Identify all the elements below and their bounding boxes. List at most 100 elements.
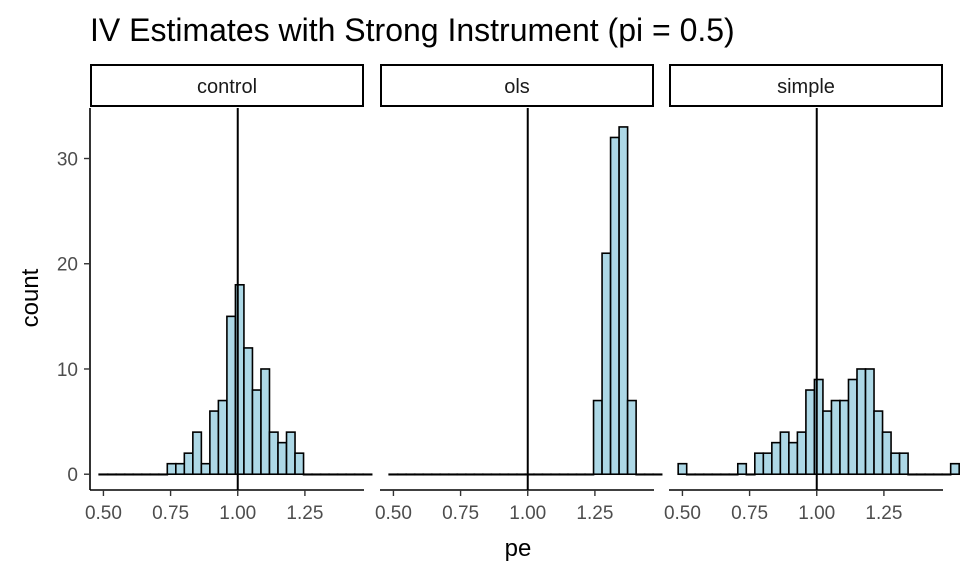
histogram-bar bbox=[482, 473, 493, 476]
histogram-bar bbox=[592, 399, 603, 476]
x-tick-label: 0.75 bbox=[152, 503, 189, 524]
histogram-bar bbox=[864, 368, 875, 476]
histogram-bar bbox=[388, 473, 399, 476]
histogram-bar bbox=[643, 473, 654, 476]
histogram-bar bbox=[601, 252, 612, 476]
histogram-bar bbox=[166, 462, 177, 476]
facet-panel-ols: ols 0.50 0.75 1.00 1.25 bbox=[375, 64, 663, 524]
histogram-bar bbox=[217, 399, 228, 476]
histogram-bar bbox=[881, 431, 892, 476]
x-tick-label: 1.00 bbox=[798, 503, 835, 524]
histogram-bar bbox=[447, 473, 459, 476]
histogram-bar bbox=[456, 473, 467, 476]
x-tick-label: 0.50 bbox=[85, 503, 122, 524]
histogram-bar bbox=[719, 473, 731, 476]
histogram-bar bbox=[157, 473, 169, 476]
y-tick-label: 30 bbox=[57, 150, 78, 171]
histogram-bar bbox=[839, 399, 850, 476]
histogram-bar bbox=[285, 431, 296, 476]
histogram-bar bbox=[499, 473, 510, 476]
histogram-bar bbox=[465, 473, 476, 476]
histogram-bar bbox=[132, 473, 143, 476]
facet-strip bbox=[380, 64, 654, 107]
histogram-bar bbox=[507, 473, 518, 476]
histogram-bar bbox=[830, 399, 841, 476]
histogram-bar bbox=[609, 136, 620, 476]
histogram-bar bbox=[277, 441, 288, 476]
histogram-bar bbox=[813, 378, 824, 476]
facet-panel-simple: simple 0.50 0.75 1.00 1.25 bbox=[664, 64, 960, 524]
histogram-bar bbox=[234, 283, 245, 476]
histogram-bar bbox=[422, 473, 433, 476]
x-tick-label: 1.00 bbox=[219, 503, 256, 524]
histogram-bar bbox=[175, 462, 186, 476]
histogram-bar bbox=[932, 473, 943, 476]
x-axis-title: pe bbox=[505, 535, 532, 562]
chart-title: IV Estimates with Strong Instrument (pi … bbox=[90, 12, 735, 48]
histogram-bar bbox=[328, 473, 339, 476]
x-tick-label: 0.75 bbox=[731, 503, 768, 524]
histogram-bar bbox=[439, 473, 450, 476]
x-tick-label: 1.25 bbox=[286, 503, 323, 524]
histogram-bar bbox=[805, 389, 816, 476]
histogram-bar bbox=[822, 410, 833, 476]
histogram-bar bbox=[268, 431, 279, 476]
histogram-bar bbox=[209, 410, 220, 476]
histogram-bar bbox=[754, 452, 765, 476]
histogram-bar bbox=[336, 473, 347, 476]
histogram-bar bbox=[200, 462, 211, 476]
x-tick-label: 1.25 bbox=[865, 503, 902, 524]
histogram-bar bbox=[319, 473, 330, 476]
histogram-bar bbox=[873, 410, 884, 476]
histogram-bar bbox=[541, 473, 552, 476]
histogram-bar bbox=[533, 473, 544, 476]
histogram-bar bbox=[106, 473, 118, 476]
histogram-bar bbox=[847, 378, 858, 476]
histogram-bar bbox=[762, 452, 773, 476]
histogram-bar bbox=[626, 399, 637, 476]
histogram-bar bbox=[685, 473, 697, 476]
facet-strip-label: control bbox=[197, 76, 257, 98]
histogram-bar bbox=[140, 473, 152, 476]
histogram-bar bbox=[294, 452, 305, 476]
x-tick-label: 0.50 bbox=[375, 503, 412, 524]
histogram-bar bbox=[779, 431, 790, 476]
histogram-bar bbox=[524, 473, 535, 476]
histogram-bar bbox=[694, 473, 705, 476]
histogram-bar bbox=[728, 473, 739, 476]
x-tick-label: 1.25 bbox=[576, 503, 613, 524]
histogram-bar bbox=[311, 473, 322, 476]
histogram-bar bbox=[711, 473, 722, 476]
histogram-bar bbox=[736, 462, 748, 476]
histogram-bar bbox=[558, 473, 569, 476]
histogram-bar bbox=[677, 462, 688, 476]
facet-strip-label: simple bbox=[777, 76, 835, 98]
histogram-bar bbox=[635, 473, 646, 476]
histogram-bar bbox=[115, 473, 126, 476]
histogram-bar bbox=[771, 441, 782, 476]
histogram-bar bbox=[396, 473, 408, 476]
histogram-bar bbox=[192, 431, 203, 476]
histogram-bar bbox=[243, 347, 254, 476]
histogram-bar bbox=[473, 473, 484, 476]
y-tick-label: 20 bbox=[57, 255, 78, 276]
x-tick-label: 1.00 bbox=[509, 503, 546, 524]
histogram-bar bbox=[745, 473, 756, 476]
histogram-bar bbox=[618, 126, 629, 476]
x-tick-label: 0.50 bbox=[664, 503, 701, 524]
histogram-bar bbox=[226, 315, 237, 476]
histogram-bar bbox=[345, 473, 356, 476]
y-tick-label: 0 bbox=[67, 465, 78, 486]
histogram-bar bbox=[353, 473, 364, 476]
histogram-bar bbox=[98, 473, 109, 476]
histogram-bar bbox=[567, 473, 578, 476]
histogram-bar bbox=[941, 473, 952, 476]
histogram-bar bbox=[516, 473, 527, 476]
histogram-bar bbox=[788, 441, 799, 476]
histogram-bar bbox=[183, 452, 194, 476]
facet-panels: control 0.50 0.75 1.00 1.25 ols 0.50 0.75 1.00 1.… bbox=[85, 64, 960, 524]
histogram-bar bbox=[907, 473, 918, 476]
y-axis-title: count bbox=[17, 268, 44, 327]
facet-strip-label: ols bbox=[504, 76, 530, 98]
